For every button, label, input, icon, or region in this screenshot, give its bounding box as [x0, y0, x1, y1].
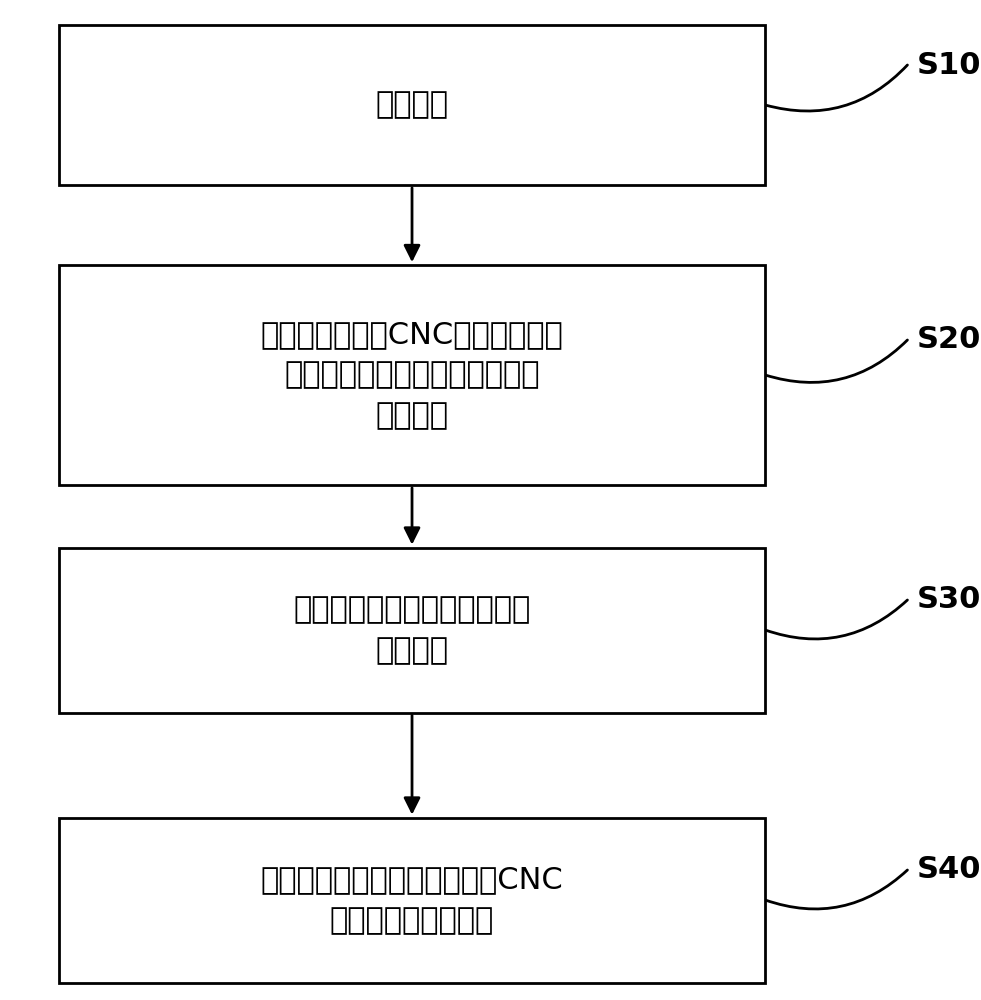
Text: S10: S10: [917, 50, 981, 80]
Text: 提供板材: 提供板材: [376, 91, 448, 119]
FancyBboxPatch shape: [59, 818, 765, 982]
Text: S20: S20: [917, 326, 981, 355]
Text: S40: S40: [917, 856, 981, 884]
Text: 将所述板材放入到注塑模具中
进行注塑: 将所述板材放入到注塑模具中 进行注塑: [293, 595, 531, 665]
FancyBboxPatch shape: [59, 548, 765, 712]
FancyBboxPatch shape: [59, 265, 765, 485]
Text: S30: S30: [917, 585, 981, 614]
Text: 对所述板材和所述塑胶件进行CNC
加工得到成型的中框: 对所述板材和所述塑胶件进行CNC 加工得到成型的中框: [261, 865, 563, 935]
FancyBboxPatch shape: [59, 25, 765, 185]
Text: 对所述板材进行CNC加工，在所述
板材的正反面成形出注塑结构和
注塑流道: 对所述板材进行CNC加工，在所述 板材的正反面成形出注塑结构和 注塑流道: [261, 320, 563, 430]
